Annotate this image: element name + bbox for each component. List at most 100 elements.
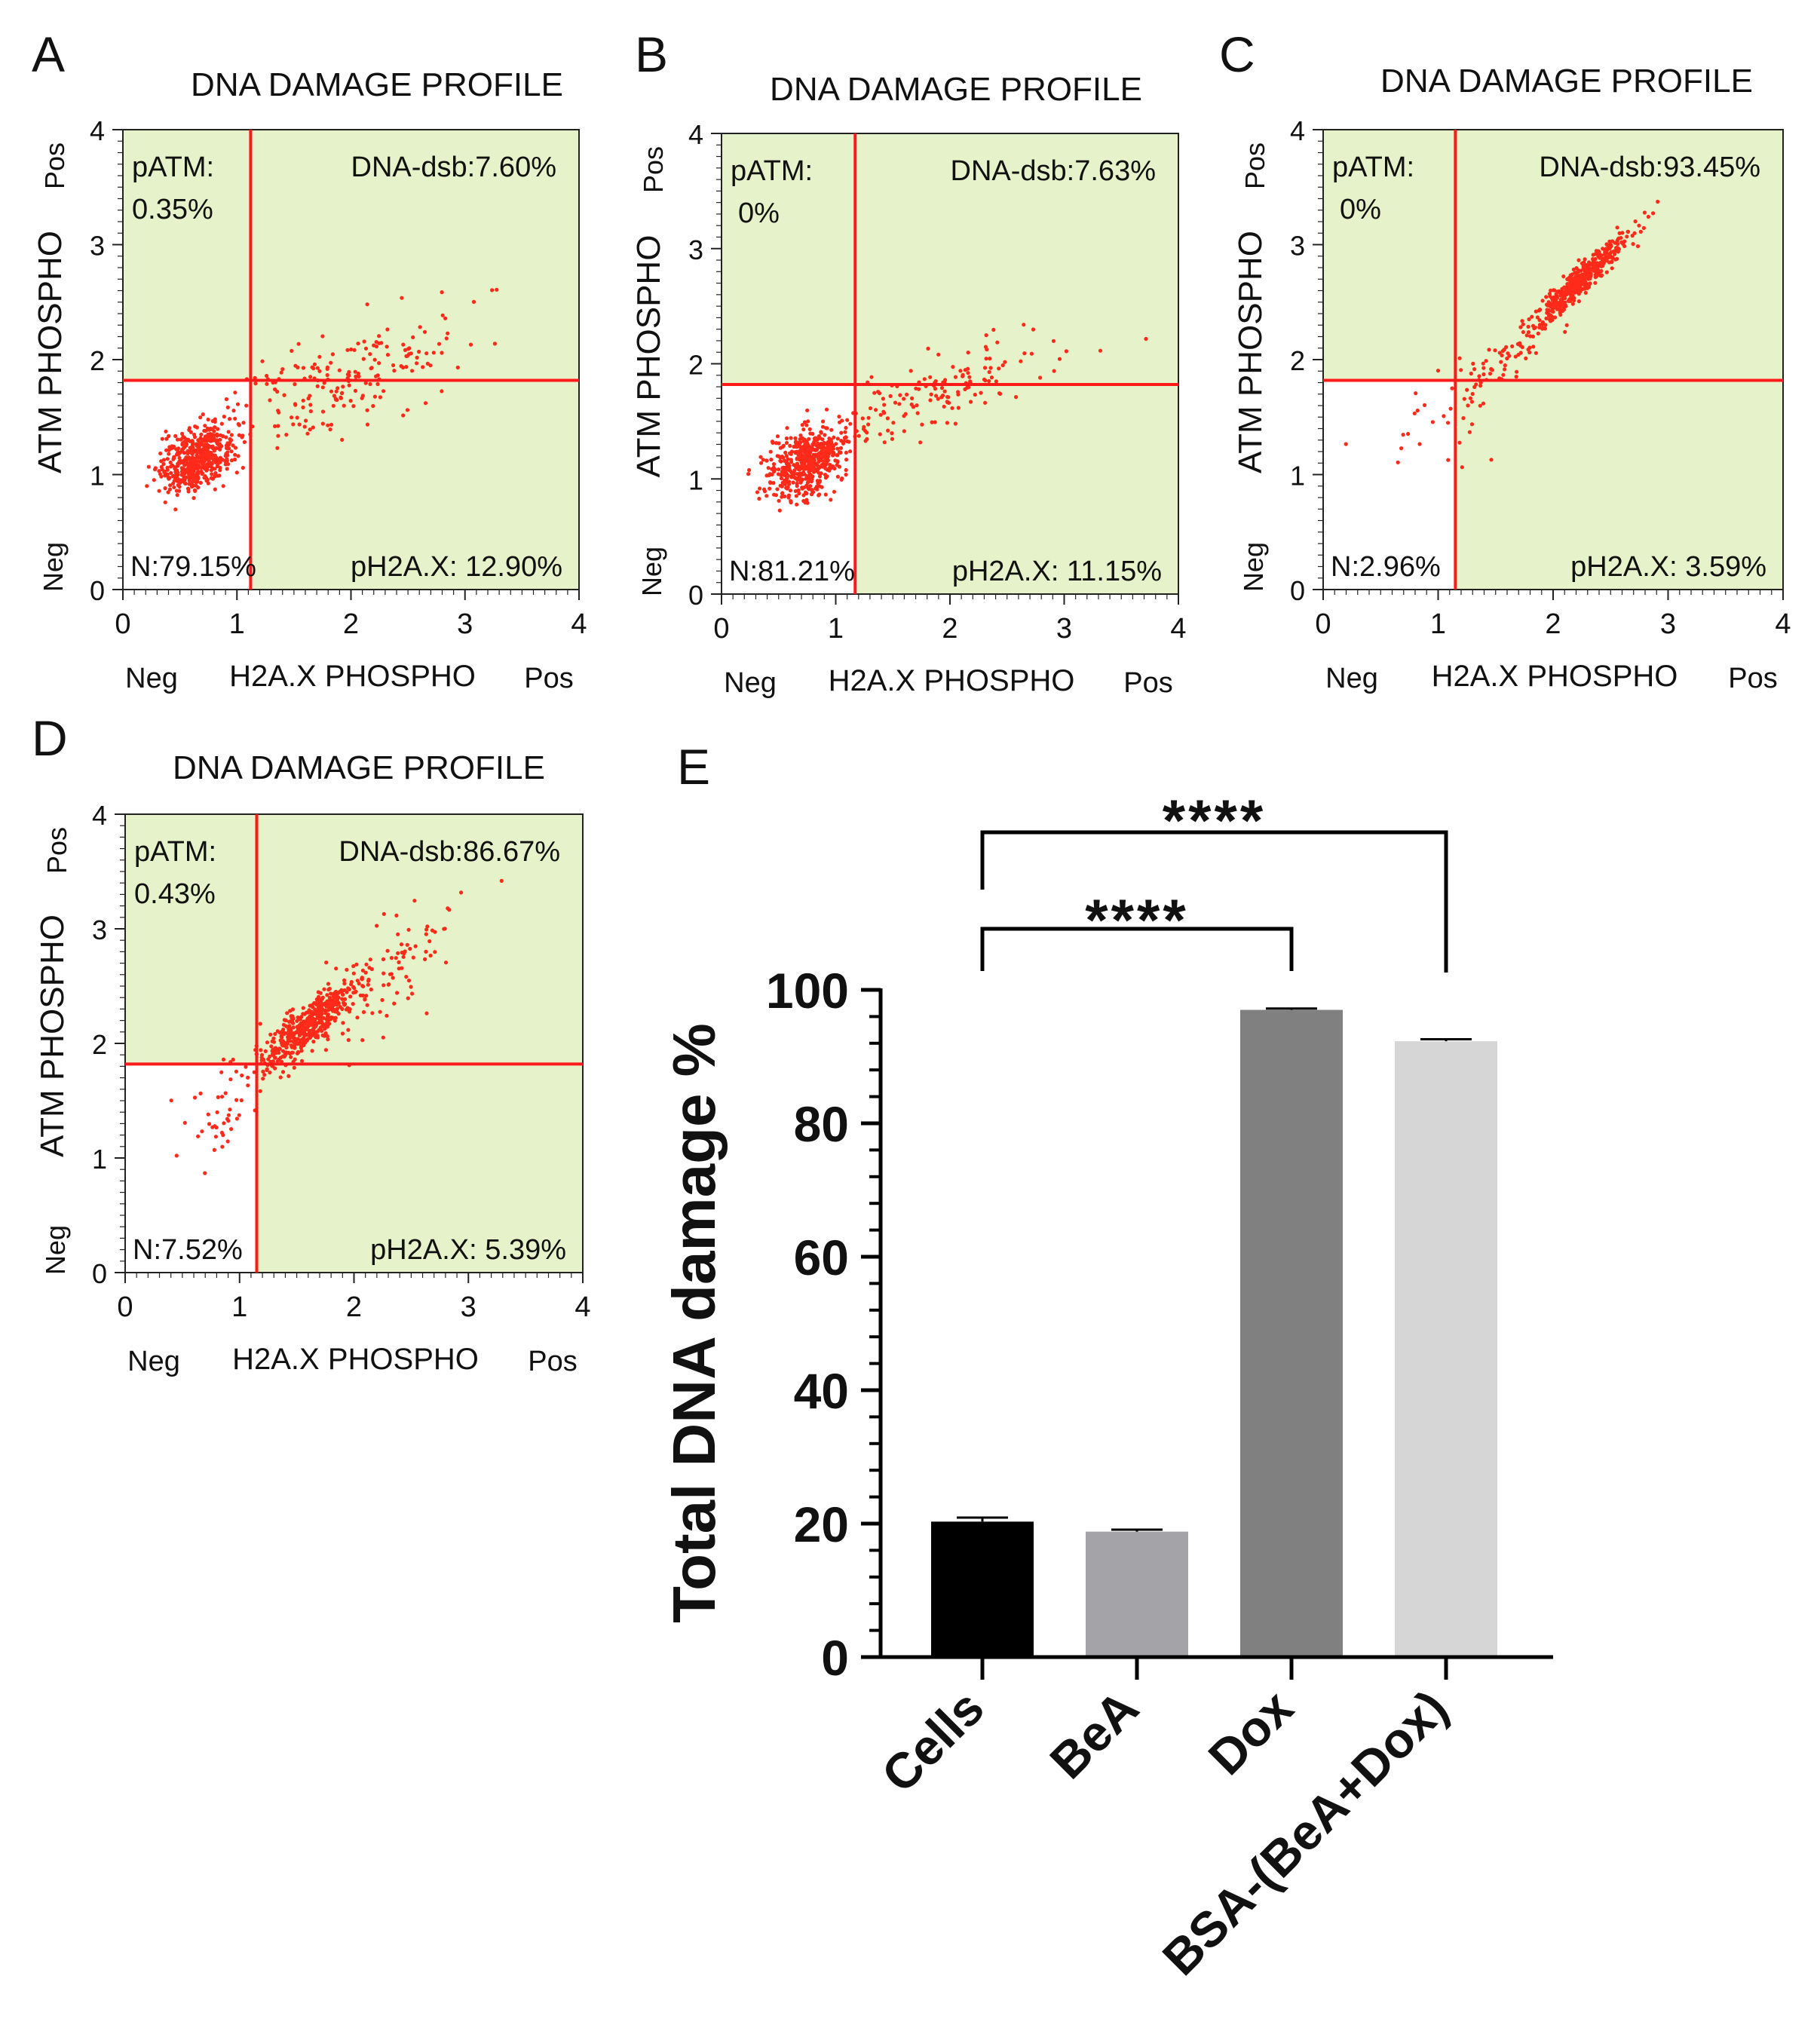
event-dot: [167, 452, 171, 456]
event-dot: [259, 1048, 263, 1052]
event-dot: [817, 492, 822, 497]
event-dot: [195, 442, 200, 446]
x-tick-label: 2: [1545, 608, 1561, 640]
event-dot: [413, 944, 418, 948]
event-dot: [785, 486, 789, 490]
event-dot: [303, 1032, 308, 1037]
event-dot: [343, 1002, 348, 1006]
event-dot: [209, 439, 213, 443]
event-dot: [299, 1031, 303, 1037]
event-dot: [172, 455, 176, 459]
event-dot: [427, 939, 432, 944]
y-tick-label: 2: [90, 345, 105, 376]
event-dot: [1544, 295, 1549, 299]
quadrant-label-lower-right: pH2A.X: 12.90%: [351, 551, 562, 583]
event-dot: [203, 1171, 207, 1175]
event-dot: [220, 1095, 225, 1099]
event-dot: [404, 975, 409, 979]
event-dot: [835, 453, 839, 458]
event-dot: [325, 365, 329, 369]
event-dot: [758, 455, 763, 459]
event-dot: [349, 347, 354, 352]
event-dot: [336, 995, 341, 1000]
event-dot: [817, 434, 821, 439]
event-dot: [1553, 304, 1558, 308]
event-dot: [329, 360, 333, 365]
event-dot: [1477, 374, 1481, 378]
event-dot: [410, 369, 415, 373]
event-dot: [252, 1070, 256, 1074]
event-dot: [336, 386, 340, 391]
event-dot: [219, 421, 224, 426]
event-dot: [805, 501, 810, 505]
event-dot: [400, 296, 404, 300]
event-dot: [388, 972, 393, 976]
x-tick-label: 4: [1170, 613, 1186, 645]
event-dot: [848, 449, 853, 454]
event-dot: [885, 416, 890, 421]
event-dot: [310, 1023, 314, 1028]
event-dot: [897, 402, 902, 406]
event-dot: [283, 1031, 287, 1035]
y-tick-label: 2: [1290, 345, 1305, 376]
event-dot: [195, 453, 199, 458]
event-dot: [844, 473, 848, 477]
event-dot: [347, 383, 351, 388]
event-dot: [1559, 301, 1564, 305]
event-dot: [936, 397, 940, 401]
event-dot: [196, 486, 201, 490]
event-dot: [319, 1016, 323, 1021]
event-dot: [369, 966, 374, 972]
event-dot: [180, 431, 185, 437]
event-dot: [1619, 236, 1623, 240]
quadrant-label-upper-right: DNA-dsb:7.63%: [951, 155, 1156, 187]
event-dot: [171, 444, 176, 449]
event-dot: [368, 381, 372, 387]
event-dot: [187, 426, 191, 430]
event-dot: [915, 411, 920, 415]
event-dot: [164, 437, 169, 441]
event-dot: [860, 416, 865, 421]
event-dot: [284, 1045, 289, 1049]
event-dot: [1057, 357, 1062, 361]
event-dot: [793, 450, 798, 455]
event-dot: [793, 436, 798, 441]
event-dot: [351, 1002, 355, 1006]
event-dot: [1605, 247, 1610, 252]
event-dot: [1019, 359, 1023, 363]
event-dot: [784, 454, 789, 458]
event-dot: [198, 1091, 203, 1095]
event-dot: [233, 446, 237, 450]
event-dot: [844, 458, 849, 462]
event-dot: [888, 394, 893, 399]
event-dot: [832, 489, 837, 494]
event-dot: [211, 436, 216, 440]
event-dot: [1615, 256, 1619, 261]
event-dot: [809, 466, 813, 470]
event-dot: [1571, 284, 1576, 289]
event-dot: [973, 392, 977, 397]
event-dot: [396, 932, 400, 936]
event-dot: [411, 335, 415, 339]
event-dot: [290, 348, 294, 353]
event-dot: [1521, 329, 1525, 335]
event-dot: [424, 949, 428, 954]
event-dot: [1567, 288, 1571, 293]
event-dot: [320, 385, 325, 390]
event-dot: [804, 423, 809, 427]
quadrant-lower-right: [855, 384, 1178, 594]
event-dot: [806, 419, 810, 424]
event-dot: [165, 467, 170, 472]
event-dot: [1344, 442, 1348, 446]
event-dot: [202, 439, 207, 443]
event-dot: [192, 473, 197, 478]
event-dot: [985, 347, 989, 352]
y-axis-neg-label: Neg: [1238, 542, 1269, 592]
y-axis-pos-label: Pos: [638, 146, 669, 193]
event-dot: [216, 1095, 220, 1099]
quadrant-label-line: pATM:: [134, 836, 216, 868]
event-dot: [825, 426, 829, 430]
y-axis-label: ATM PHOSPHO: [630, 235, 667, 478]
event-dot: [961, 374, 965, 378]
event-dot: [1520, 319, 1524, 323]
